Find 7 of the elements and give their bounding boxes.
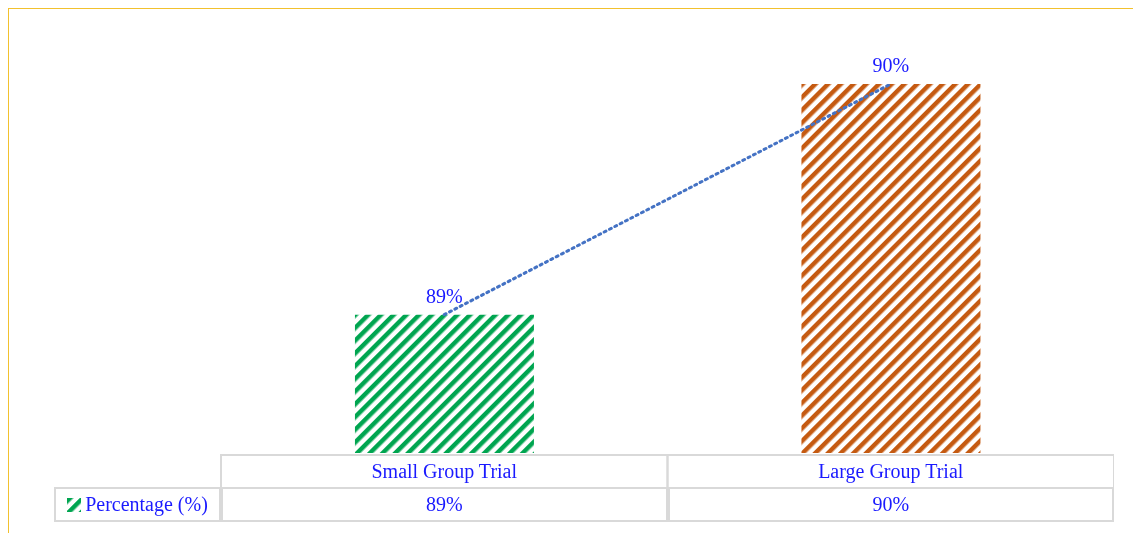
x-tick-label: Small Group Trial: [371, 460, 518, 483]
x-tick-label: Large Group Trial: [818, 460, 964, 483]
text: 89%: [426, 284, 463, 307]
text: 90%: [872, 54, 910, 76]
data-label: 90%: [667, 487, 1114, 522]
legend-label: Percentage (%): [85, 493, 208, 516]
data-label: 89%: [221, 487, 668, 522]
